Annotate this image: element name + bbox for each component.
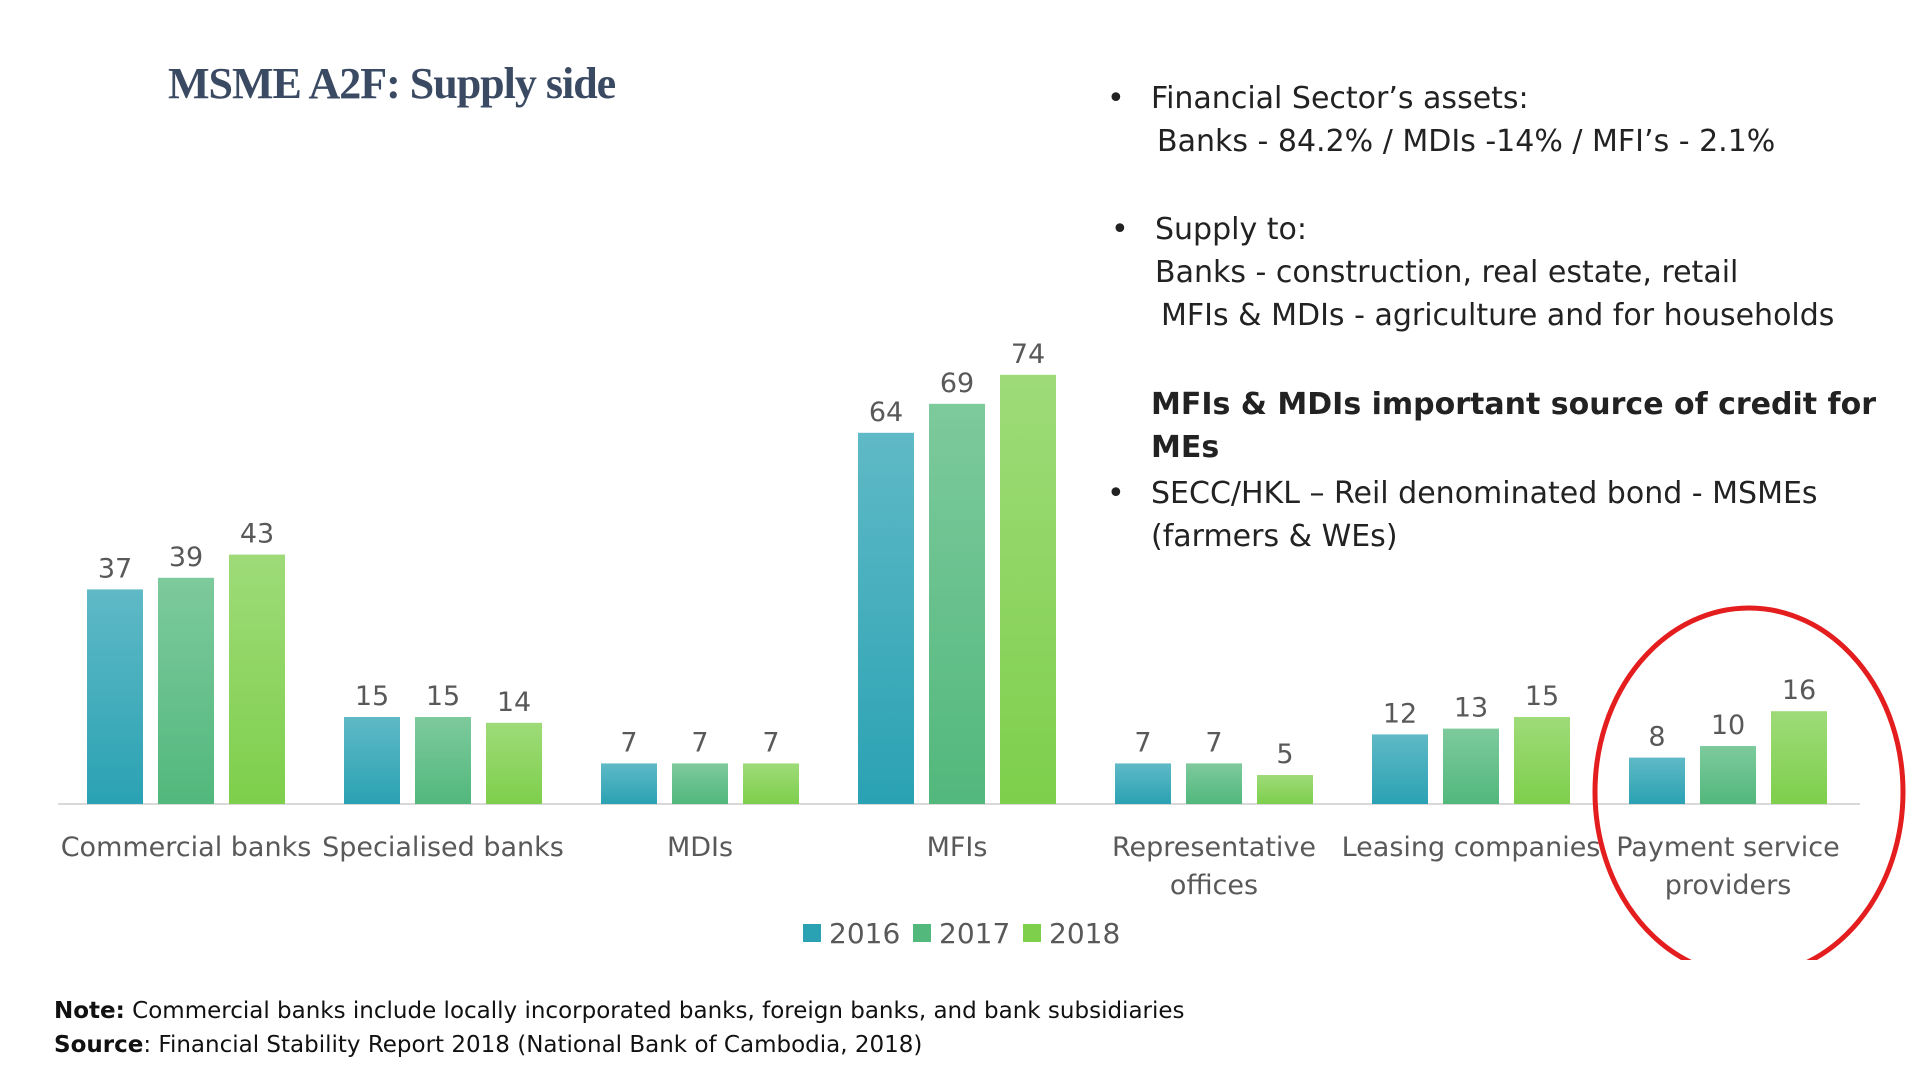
- legend-label-2016: 2016: [829, 917, 900, 950]
- data-label-specialised-banks-2017: 15: [426, 681, 460, 712]
- bar-chart: 37 39 43 15 15 14 7 7 7 64 69 74 7 7 5 12 13 15 8 10 16 Comm…: [58, 339, 1906, 960]
- legend-label-2017: 2017: [939, 917, 1010, 950]
- footnotes: Note: Commercial banks include locally i…: [54, 994, 1185, 1062]
- data-label-mfis-2016: 64: [869, 397, 903, 428]
- bullet-2: • Supply to: Banks - construction, real …: [1111, 208, 1835, 337]
- data-label-commercial-banks-2018: 43: [240, 519, 274, 550]
- note-line: Note: Commercial banks include locally i…: [54, 994, 1185, 1028]
- category-label-payment-service-providers: providers: [1665, 870, 1792, 901]
- note-text: Commercial banks include locally incorpo…: [124, 998, 1185, 1024]
- data-label-leasing-companies-2016: 12: [1383, 698, 1417, 729]
- bar-labels-group: 37 39 43 15 15 14 7 7 7 64 69 74 7 7 5 12 13 15 8 10 16: [98, 339, 1816, 770]
- bullet-1-line-1: Financial Sector’s assets:: [1151, 81, 1529, 116]
- emphasis-line: MFIs & MDIs important source of credit f…: [1151, 387, 1877, 465]
- bar-leasing-companies-2018: [1514, 717, 1570, 804]
- slide-title: MSME A2F: Supply side: [168, 59, 616, 108]
- bar-mfis-2016: [858, 432, 914, 804]
- category-label-mfis: MFIs: [927, 832, 988, 863]
- bar-commercial-banks-2018: [229, 554, 285, 804]
- bar-representative-offices-2017: [1186, 763, 1242, 804]
- data-label-leasing-companies-2018: 15: [1525, 681, 1559, 712]
- category-labels-group: Commercial banks Specialised banks MDIs MFI…: [61, 832, 1840, 901]
- data-label-payment-service-providers-2016: 8: [1648, 722, 1665, 753]
- bullet-dot: •: [1107, 81, 1125, 116]
- bar-mdis-2016: [601, 763, 657, 804]
- data-label-representative-offices-2017: 7: [1205, 727, 1222, 758]
- bars-group: [87, 374, 1827, 804]
- bullet-2-line-1: Supply to:: [1155, 212, 1307, 247]
- legend-swatch-2017: [913, 924, 931, 942]
- bar-representative-offices-2018: [1257, 775, 1313, 804]
- data-label-mdis-2017: 7: [691, 727, 708, 758]
- legend: 2016 2017 2018: [803, 917, 1120, 950]
- bar-mdis-2018: [743, 763, 799, 804]
- data-label-representative-offices-2018: 5: [1276, 739, 1293, 770]
- bullet-3-line-1: SECC/HKL – Reil denominated bond - MSMEs: [1151, 476, 1818, 511]
- category-label-leasing-companies: Leasing companies: [1342, 832, 1601, 863]
- bullet-dot: •: [1111, 212, 1129, 247]
- bar-commercial-banks-2017: [158, 577, 214, 804]
- bar-leasing-companies-2016: [1372, 734, 1428, 804]
- category-label-commercial-banks: Commercial banks: [61, 832, 312, 863]
- data-label-mfis-2017: 69: [940, 368, 974, 399]
- bullet-3-line-2: (farmers & WEs): [1151, 519, 1398, 554]
- bar-mfis-2017: [929, 403, 985, 804]
- category-label-payment-service-providers: Payment service: [1616, 832, 1840, 863]
- bar-commercial-banks-2016: [87, 589, 143, 804]
- note-label: Note:: [54, 998, 125, 1024]
- category-label-representative-offices: Representative: [1112, 832, 1316, 863]
- bar-specialised-banks-2016: [344, 717, 400, 804]
- bullet-1: • Financial Sector’s assets: Banks - 84.…: [1107, 77, 1776, 163]
- bullet-dot: •: [1107, 476, 1125, 511]
- data-label-mfis-2018: 74: [1011, 339, 1045, 370]
- source-label: Source: [54, 1032, 144, 1058]
- data-label-mdis-2018: 7: [762, 727, 779, 758]
- bullet-1-line-2: Banks - 84.2% / MDIs -14% / MFI’s - 2.1%: [1157, 124, 1776, 159]
- bar-mfis-2018: [1000, 374, 1056, 804]
- data-label-leasing-companies-2017: 13: [1454, 693, 1488, 724]
- category-label-specialised-banks: Specialised banks: [322, 832, 564, 863]
- bullet-2-line-2: Banks - construction, real estate, retai…: [1155, 255, 1739, 290]
- bullet-2-line-3: MFIs & MDIs - agriculture and for househ…: [1161, 298, 1835, 333]
- source-text: : Financial Stability Report 2018 (Natio…: [143, 1032, 923, 1058]
- data-label-mdis-2016: 7: [620, 727, 637, 758]
- category-label-representative-offices: offices: [1170, 870, 1258, 901]
- legend-label-2018: 2018: [1049, 917, 1120, 950]
- data-label-commercial-banks-2017: 39: [169, 542, 203, 573]
- source-line: Source: Financial Stability Report 2018 …: [54, 1028, 1185, 1062]
- bullet-3: • SECC/HKL – Reil denominated bond - MSM…: [1107, 472, 1818, 558]
- data-label-payment-service-providers-2018: 16: [1782, 675, 1816, 706]
- legend-swatch-2016: [803, 924, 821, 942]
- data-label-commercial-banks-2016: 37: [98, 553, 132, 584]
- bar-specialised-banks-2018: [486, 722, 542, 804]
- bar-payment-service-providers-2016: [1629, 757, 1685, 804]
- data-label-payment-service-providers-2017: 10: [1711, 710, 1745, 741]
- bar-payment-service-providers-2017: [1700, 746, 1756, 804]
- bar-specialised-banks-2017: [415, 717, 471, 804]
- bar-representative-offices-2016: [1115, 763, 1171, 804]
- bar-leasing-companies-2017: [1443, 728, 1499, 804]
- data-label-representative-offices-2016: 7: [1134, 727, 1151, 758]
- bar-mdis-2017: [672, 763, 728, 804]
- legend-swatch-2018: [1023, 924, 1041, 942]
- bar-payment-service-providers-2018: [1771, 711, 1827, 804]
- data-label-specialised-banks-2018: 14: [497, 687, 531, 718]
- data-label-specialised-banks-2016: 15: [355, 681, 389, 712]
- category-label-mdis: MDIs: [667, 832, 733, 863]
- highlight-circle: [1592, 605, 1906, 960]
